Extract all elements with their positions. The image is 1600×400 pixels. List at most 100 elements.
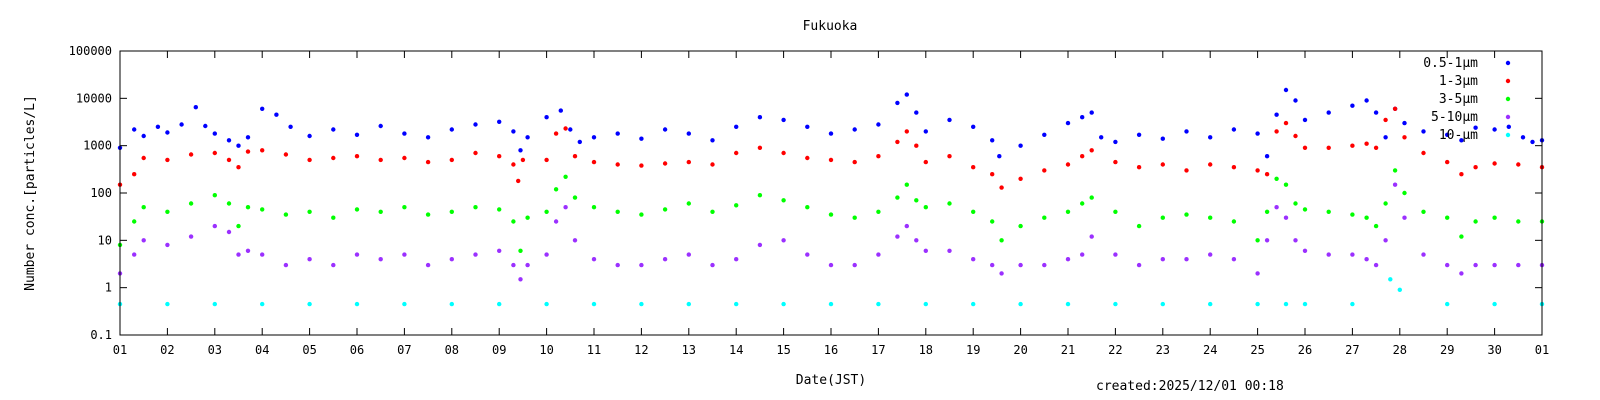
series-3-point-52 [1089, 234, 1094, 239]
series-3-point-53 [1113, 252, 1118, 257]
x-tick-label-15: 16 [824, 343, 838, 357]
series-1-point-55 [1160, 162, 1166, 167]
series-4-point-21 [1113, 301, 1118, 307]
series-0-point-47 [923, 129, 928, 134]
series-1-point-49 [1042, 168, 1047, 173]
series-0-point-45 [904, 92, 909, 97]
series-2-point-28 [615, 209, 620, 214]
series-4-point-28 [1388, 277, 1393, 282]
series-0-point-27 [544, 115, 549, 120]
series-0-point-28 [558, 108, 563, 113]
series-2-point-1 [132, 219, 137, 224]
series-0-point-46 [914, 110, 919, 115]
series-4-point-20 [1065, 301, 1071, 307]
series-0-point-12 [260, 106, 265, 112]
series-3-point-31 [686, 252, 691, 257]
x-tick-label-18: 19 [966, 343, 980, 357]
series-3-point-14 [378, 257, 383, 262]
series-layer [117, 87, 1545, 307]
series-3-point-3 [165, 242, 170, 248]
series-3-point-8 [245, 248, 251, 253]
series-2-point-24 [553, 187, 559, 192]
y-tick-label-1: 1 [105, 281, 112, 295]
series-4-point-8 [497, 301, 502, 307]
series-2-point-27 [591, 205, 597, 210]
series-3-point-69 [1383, 238, 1388, 243]
x-tick-label-14: 15 [776, 343, 790, 357]
series-0-point-66 [1274, 112, 1279, 117]
series-3-point-61 [1274, 205, 1279, 210]
series-0-point-26 [525, 135, 530, 140]
series-1-point-45 [971, 165, 976, 170]
series-0-point-50 [990, 138, 995, 143]
series-1-point-69 [1383, 117, 1388, 123]
series-1-point-4 [188, 152, 194, 157]
series-1-point-15 [402, 155, 407, 161]
series-3-point-46 [990, 262, 995, 268]
series-3-point-6 [226, 229, 232, 235]
series-1-point-63 [1293, 133, 1298, 139]
legend-label-0: 0.5-1μm [1423, 56, 1478, 71]
series-3-point-50 [1065, 257, 1071, 262]
series-1-point-72 [1421, 150, 1426, 156]
series-2-point-23 [544, 209, 549, 214]
series-2-point-42 [914, 198, 919, 203]
series-4-point-9 [544, 301, 549, 307]
series-3-point-16 [425, 262, 431, 268]
series-0-point-60 [1160, 136, 1166, 141]
series-2-point-41 [904, 182, 909, 187]
series-1-point-68 [1373, 145, 1379, 150]
x-tick-label-2: 03 [208, 343, 222, 357]
series-0-point-29 [568, 127, 573, 132]
x-tick-label-10: 11 [587, 343, 601, 357]
series-3-point-54 [1136, 262, 1142, 268]
series-1-point-37 [828, 157, 834, 163]
series-1-point-2 [141, 155, 146, 161]
series-3-point-22 [525, 262, 530, 268]
series-4-point-6 [402, 301, 407, 307]
series-0-point-59 [1136, 132, 1142, 137]
series-3-point-40 [895, 234, 900, 239]
x-axis-label: Date(JST) [796, 373, 866, 388]
series-2-point-33 [734, 203, 739, 208]
series-1-point-18 [473, 150, 478, 156]
series-0-point-68 [1293, 98, 1298, 103]
series-0-point-5 [179, 122, 184, 127]
series-0-point-21 [449, 127, 454, 132]
series-0-point-54 [1065, 120, 1071, 126]
series-0-point-16 [331, 127, 336, 132]
series-3-point-59 [1255, 271, 1260, 276]
series-4-point-15 [828, 301, 834, 307]
x-tick-label-8: 09 [492, 343, 506, 357]
series-3-point-65 [1326, 252, 1331, 257]
series-3-point-48 [1018, 262, 1023, 268]
series-3-point-57 [1208, 252, 1213, 257]
series-1-point-11 [307, 157, 312, 163]
series-4-point-31 [1492, 301, 1497, 307]
y-tick-label-0: 0.1 [90, 328, 112, 342]
series-2-point-67 [1364, 215, 1369, 220]
series-1-point-22 [520, 157, 526, 163]
series-3-point-44 [947, 248, 952, 253]
series-0-point-19 [402, 131, 407, 136]
series-0-point-65 [1264, 154, 1270, 159]
series-3-point-29 [639, 262, 644, 268]
series-4-point-14 [781, 301, 786, 307]
series-0-point-58 [1113, 139, 1118, 145]
series-1-point-28 [615, 162, 620, 167]
legend-label-1: 1-3μm [1439, 74, 1478, 89]
x-tick-label-6: 07 [397, 343, 411, 357]
series-0-point-74 [1383, 135, 1388, 140]
series-4-point-5 [354, 301, 360, 307]
series-0-point-35 [686, 131, 691, 136]
series-1-point-52 [1089, 148, 1094, 153]
series-0-point-73 [1373, 110, 1379, 115]
series-2-point-3 [165, 209, 170, 214]
x-tick-label-0: 01 [113, 343, 127, 357]
x-tick-label-9: 10 [539, 343, 553, 357]
y-tick-label-2: 10 [98, 233, 112, 247]
x-tick-label-26: 27 [1345, 343, 1359, 357]
series-1-point-46 [990, 172, 995, 177]
series-0-point-83 [1520, 135, 1526, 140]
